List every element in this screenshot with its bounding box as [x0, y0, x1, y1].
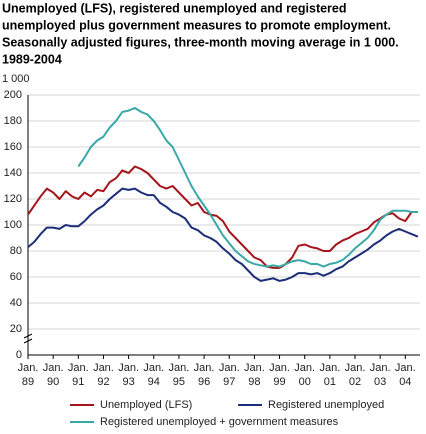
- y-tick-label: 180: [4, 115, 22, 127]
- y-tick-label: 140: [4, 167, 22, 179]
- x-tick-label: 93: [122, 376, 134, 388]
- x-tick-label: 99: [273, 376, 285, 388]
- x-tick-label: Jan.: [319, 362, 340, 374]
- x-tick-label: 92: [97, 376, 109, 388]
- legend-label: Unemployed (LFS): [100, 399, 192, 411]
- series-line: [77, 107, 418, 268]
- x-tick-label: Jan.: [143, 362, 164, 374]
- x-tick-label: Jan.: [269, 362, 290, 374]
- chart-title: Unemployed (LFS), registered unemployed …: [2, 1, 347, 15]
- x-tick-label: 91: [72, 376, 84, 388]
- x-tick-label: Jan.: [18, 362, 39, 374]
- x-tick-label: Jan.: [345, 362, 366, 374]
- y-axis-label: 1 000: [2, 73, 30, 85]
- x-tick-label: Jan.: [395, 362, 416, 374]
- y-tick-label: 80: [10, 245, 22, 257]
- x-tick-label: 98: [248, 376, 260, 388]
- x-tick-label: 01: [324, 376, 336, 388]
- y-tick-label: 0: [16, 349, 22, 361]
- axis-break: [23, 333, 33, 344]
- x-tick-label: 04: [399, 376, 411, 388]
- x-tick-label: Jan.: [118, 362, 139, 374]
- chart-title: Seasonally adjusted figures, three-month…: [2, 35, 399, 49]
- x-tick-label: 95: [173, 376, 185, 388]
- x-tick-label: Jan.: [294, 362, 315, 374]
- y-tick-label: 120: [4, 193, 22, 205]
- y-tick-label: 40: [10, 297, 22, 309]
- series-line: [27, 187, 419, 282]
- x-tick-label: Jan.: [43, 362, 64, 374]
- y-tick-label: 20: [10, 323, 22, 335]
- y-tick-label: 200: [4, 89, 22, 101]
- x-tick-label: Jan.: [93, 362, 114, 374]
- x-tick-label: 02: [349, 376, 361, 388]
- y-tick-label: 100: [4, 219, 22, 231]
- legend-label: Registered unemployed: [268, 399, 384, 411]
- x-tick-label: Jan.: [370, 362, 391, 374]
- x-tick-label: Jan.: [194, 362, 215, 374]
- series-line: [27, 165, 418, 269]
- x-tick-label: 03: [374, 376, 386, 388]
- x-tick-label: Jan.: [169, 362, 190, 374]
- legend-label: Registered unemployed + government measu…: [100, 416, 339, 428]
- y-tick-label: 160: [4, 141, 22, 153]
- x-tick-label: 97: [223, 376, 235, 388]
- y-tick-label: 60: [10, 271, 22, 283]
- chart-title: unemployed plus government measures to p…: [2, 18, 391, 32]
- x-tick-label: Jan.: [219, 362, 240, 374]
- x-tick-label: Jan.: [244, 362, 265, 374]
- chart-title: 1989-2004: [2, 52, 62, 66]
- x-tick-label: 89: [22, 376, 34, 388]
- x-tick-label: 90: [47, 376, 59, 388]
- x-tick-label: 00: [299, 376, 311, 388]
- x-tick-label: Jan.: [68, 362, 89, 374]
- x-tick-label: 96: [198, 376, 210, 388]
- x-tick-label: 94: [148, 376, 160, 388]
